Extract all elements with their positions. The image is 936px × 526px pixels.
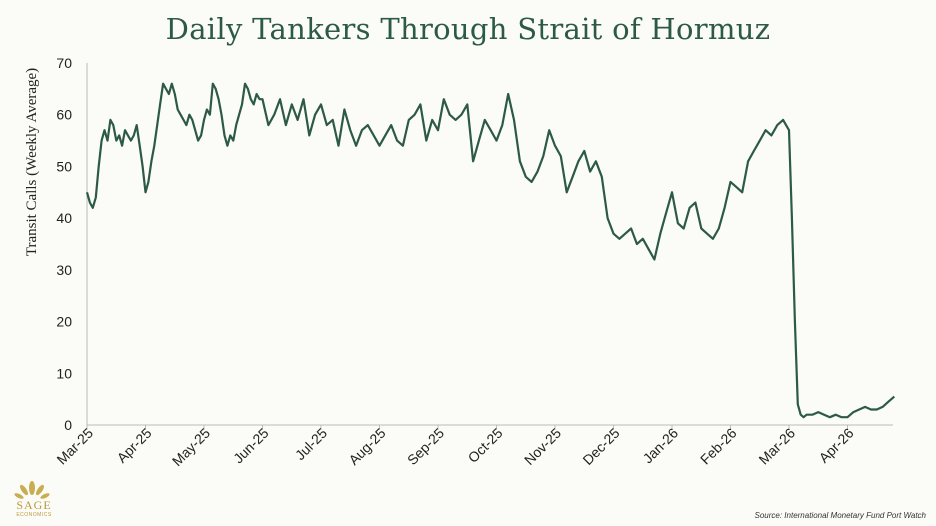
series-line bbox=[85, 82, 896, 419]
y-axis-label: Transit Calls (Weekly Average) bbox=[24, 68, 40, 256]
x-tick-label: Apr-26 bbox=[816, 425, 857, 466]
x-tick-label: Mar-25 bbox=[53, 425, 96, 468]
y-tick-label: 0 bbox=[64, 417, 72, 433]
x-tick-label: Mar-26 bbox=[755, 425, 798, 468]
source-note: Source: International Monetary Fund Port… bbox=[754, 511, 927, 520]
y-tick-label: 40 bbox=[56, 210, 72, 226]
x-tick-label: Nov-25 bbox=[521, 425, 564, 468]
x-tick-label: May-25 bbox=[169, 425, 213, 469]
plot-frame bbox=[86, 63, 893, 426]
x-tick-label: Aug-25 bbox=[345, 425, 388, 468]
x-tick-label: Feb-26 bbox=[697, 425, 740, 468]
y-tick-label: 50 bbox=[56, 158, 72, 174]
x-tick-label: Jun-25 bbox=[230, 425, 272, 467]
leaf-icon bbox=[14, 481, 50, 499]
y-tick-label: 60 bbox=[56, 107, 72, 123]
x-ticks: Mar-25 Apr-25 May-25 Jun-25 Jul-25 Aug-25 Sep-… bbox=[53, 425, 856, 469]
sage-logo-mark bbox=[14, 481, 50, 499]
logo-wordmark: SAGE bbox=[16, 498, 52, 512]
x-tick-label: Dec-25 bbox=[579, 425, 622, 468]
chart-title: Daily Tankers Through Strait of Hormuz bbox=[165, 12, 771, 46]
x-tick-label: Jul-25 bbox=[292, 425, 330, 463]
y-tick-label: 70 bbox=[56, 55, 72, 71]
x-tick-label: Apr-25 bbox=[114, 425, 155, 466]
x-tick-label: Sep-25 bbox=[404, 425, 447, 468]
y-tick-label: 30 bbox=[56, 262, 72, 278]
logo-subtitle: ECONOMICS bbox=[16, 512, 52, 518]
y-tick-label: 20 bbox=[56, 314, 72, 330]
x-tick-label: Jan-26 bbox=[640, 425, 682, 467]
y-ticks: 0 10 20 30 40 50 60 70 bbox=[56, 55, 72, 433]
y-tick-label: 10 bbox=[56, 365, 72, 381]
x-tick-label: Oct-25 bbox=[465, 425, 506, 466]
